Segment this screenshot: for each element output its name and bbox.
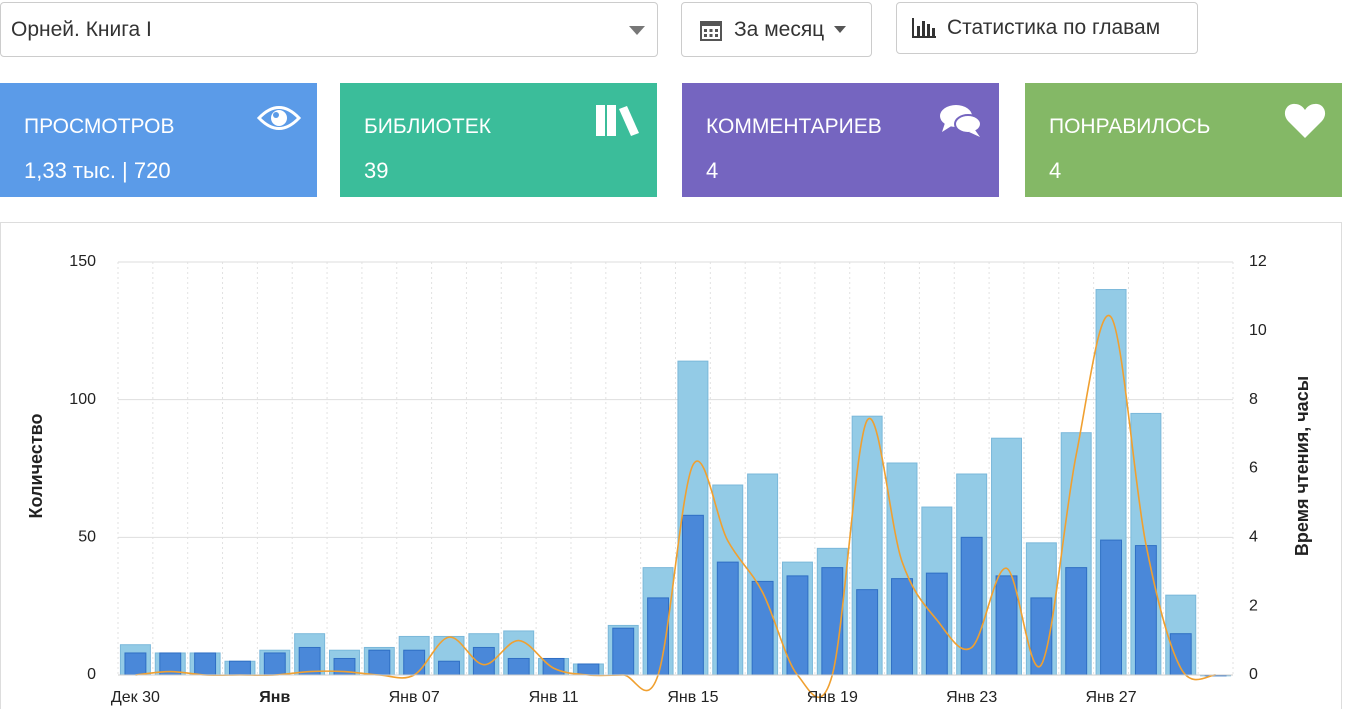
y-tick-label: 100 [69, 391, 96, 408]
heart-icon [1284, 103, 1326, 138]
line [135, 314, 1216, 699]
stat-label: КОММЕНТАРИЕВ [706, 115, 882, 138]
bar [1100, 539, 1122, 676]
y2-tick-label: 6 [1249, 460, 1258, 477]
caret [629, 26, 645, 35]
stat-card: ПОНРАВИЛОСЬ 4 [1025, 83, 1342, 197]
bar [507, 657, 530, 676]
bar [438, 660, 460, 676]
stat-card: БИБЛИОТЕК 39 [340, 83, 657, 197]
y2-tick-label: 12 [1249, 253, 1267, 270]
bar [925, 572, 948, 676]
caret [834, 25, 847, 33]
chart: Количество Время чтения, часы 0 50 100 150 0… [26, 253, 1312, 706]
x-tick-label: Дек 30 [111, 689, 160, 706]
bar [716, 561, 739, 676]
calendar-icon [700, 20, 722, 41]
bar [368, 649, 391, 676]
y-tick-label: 50 [78, 529, 96, 546]
book-select-text: Орней. Книга I [11, 17, 152, 41]
bar [194, 652, 217, 676]
stat-card: ПРОСМОТРОВ 1,33 тыс. | 720 [0, 83, 317, 197]
y-tick-label: 0 [87, 666, 96, 683]
chart-panel: Количество Время чтения, часы 0 50 100 150 0… [0, 222, 1342, 709]
bar [681, 514, 704, 676]
stat-card: КОММЕНТАРИЕВ 4 [682, 83, 999, 197]
books-icon [596, 105, 639, 136]
stat-value: 39 [364, 158, 389, 183]
chart-icon [912, 18, 936, 38]
stat-label: БИБЛИОТЕК [364, 115, 491, 138]
bar [891, 578, 913, 676]
stat-value: 4 [1049, 158, 1062, 183]
stat-value: 4 [706, 158, 719, 183]
y2-tick-label: 4 [1249, 529, 1258, 546]
chapters-button[interactable]: Статистика по главам [896, 2, 1198, 54]
period-select[interactable]: За месяц [681, 2, 872, 57]
bar [1134, 545, 1157, 676]
y2-tick-label: 0 [1249, 666, 1258, 683]
x-tick-label: Янв 19 [807, 689, 858, 706]
bar [960, 536, 983, 676]
comments-icon [940, 105, 982, 137]
bar [577, 663, 600, 676]
x-tick-label: Янв 15 [667, 689, 718, 706]
bar [542, 657, 565, 676]
bar [821, 567, 844, 676]
y2-tick-label: 8 [1249, 391, 1258, 408]
bar [1065, 567, 1088, 676]
bar [124, 652, 147, 676]
bar [263, 652, 286, 676]
y-tick-label: 150 [69, 253, 96, 270]
bar [751, 580, 774, 676]
eye-icon [257, 106, 301, 130]
chapters-button-text: Статистика по главам [947, 16, 1161, 39]
x-tick-label: Янв [259, 689, 290, 706]
y2-tick-label: 10 [1249, 322, 1267, 339]
bar [229, 660, 251, 676]
y-axis-title: Количество [26, 414, 46, 519]
bar [612, 627, 635, 676]
stat-value: 1,33 тыс. | 720 [24, 158, 171, 183]
x-tick-label: Янв 23 [946, 689, 997, 706]
x-tick-label: Янв 27 [1085, 689, 1136, 706]
bar [995, 575, 1018, 676]
y2-axis-title: Время чтения, часы [1292, 376, 1312, 556]
bar [403, 649, 426, 676]
period-text: За месяц [734, 17, 825, 41]
y2-tick-label: 2 [1249, 597, 1258, 614]
x-tick-label: Янв 07 [389, 689, 440, 706]
book-select[interactable]: Орней. Книга I [0, 2, 658, 57]
bar [856, 589, 879, 676]
stat-label: ПРОСМОТРОВ [24, 115, 175, 138]
stat-label: ПОНРАВИЛОСЬ [1049, 115, 1211, 138]
x-tick-label: Янв 11 [529, 689, 579, 706]
